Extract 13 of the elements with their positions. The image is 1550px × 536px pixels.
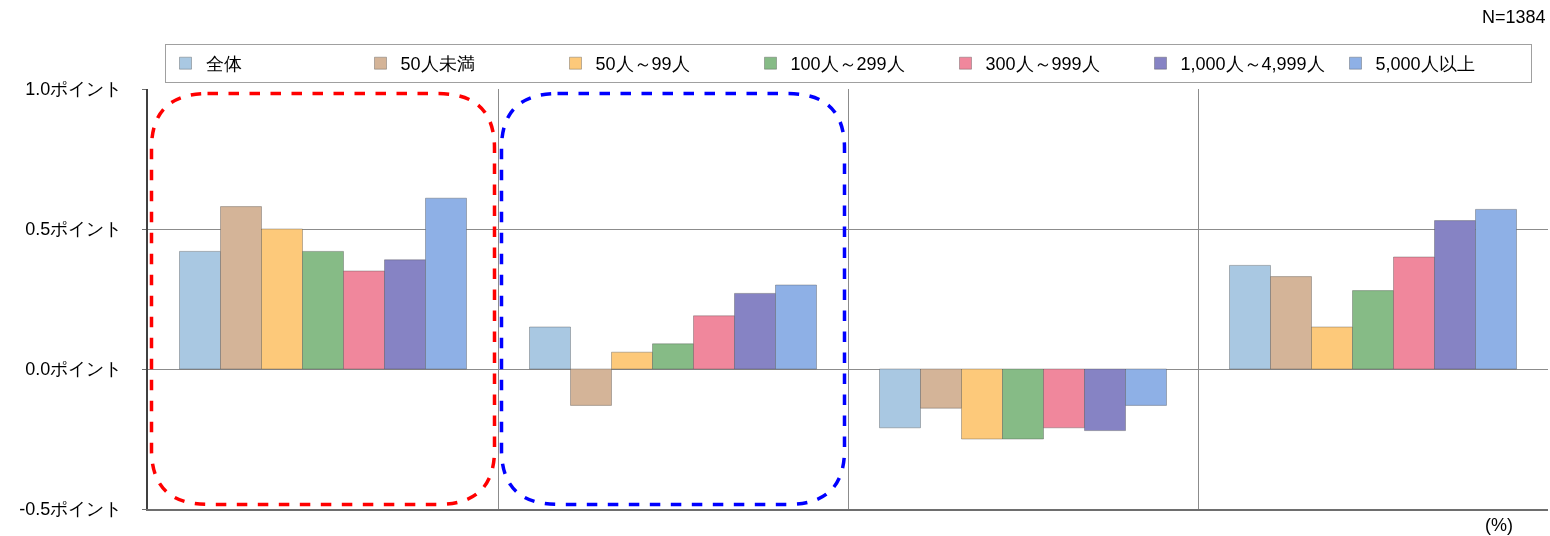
y-tick-label: 1.0ポイント (25, 79, 123, 100)
text: N=1384 (1482, 7, 1546, 27)
legend-label: 5,000人以上 (1375, 54, 1475, 75)
legend-label: 300人～999人 (985, 54, 1100, 75)
legend-label: 全体 (205, 54, 242, 75)
legend-label: 50人未満 (400, 54, 475, 75)
legend-label: 50人～99人 (595, 54, 690, 75)
y-tick-label: -0.5ポイント (19, 499, 123, 520)
y-tick-label: 0.0ポイント (25, 359, 123, 380)
y-tick-label: 0.5ポイント (25, 219, 123, 240)
legend-label: 100人～299人 (790, 54, 905, 75)
text: (%) (1485, 515, 1513, 535)
legend-label: 1,000人～4,999人 (1180, 54, 1325, 75)
